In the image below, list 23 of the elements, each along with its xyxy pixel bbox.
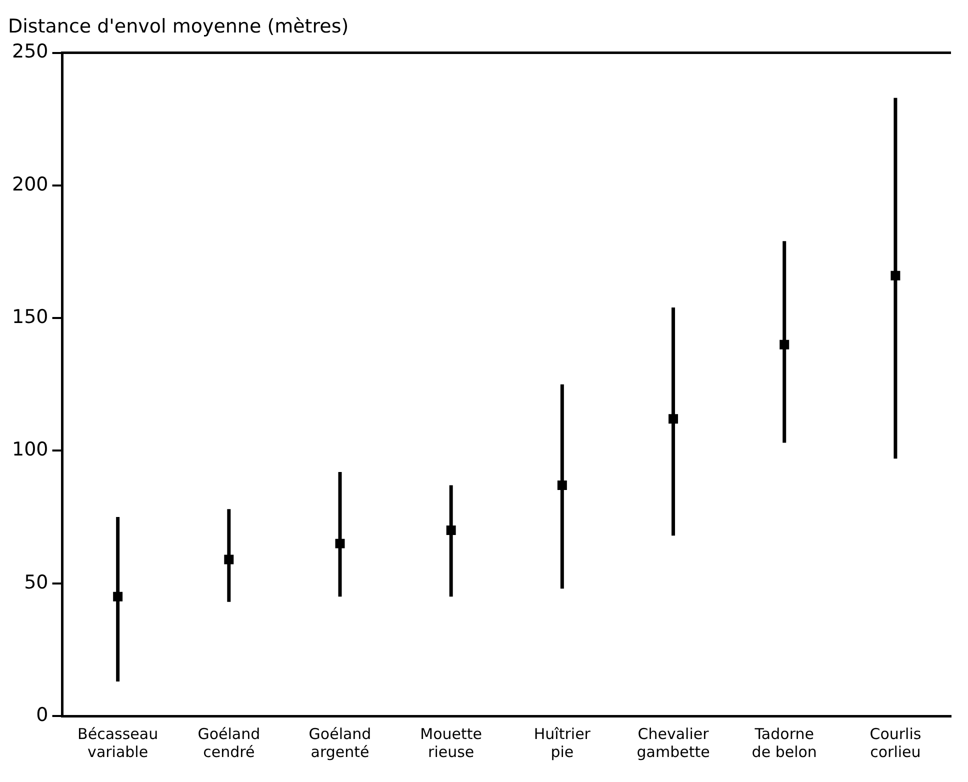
x-tick-label: Goéland argenté: [308, 724, 372, 761]
x-tick-label: Bécasseau variable: [78, 724, 158, 761]
y-tick-label: 100: [12, 438, 48, 461]
point: [335, 538, 345, 548]
y-tick-label: 50: [24, 571, 48, 594]
point: [890, 270, 900, 280]
x-tick-label: Tadorne de belon: [752, 724, 817, 761]
point: [224, 554, 234, 564]
y-tick-label: 200: [12, 173, 48, 196]
x-tick-label: Mouette rieuse: [420, 724, 482, 761]
x-tick-label: Chevalier gambette: [636, 724, 710, 761]
y-tick-label: 150: [12, 306, 48, 328]
point: [446, 526, 456, 536]
x-tick-label: Huîtrier pie: [534, 724, 592, 761]
point: [668, 414, 678, 424]
point: [113, 592, 123, 602]
point: [557, 480, 567, 490]
y-tick-label: 250: [12, 40, 48, 63]
y-axis-title: Distance d'envol moyenne (mètres): [8, 15, 349, 38]
x-tick-label: Courlis corlieu: [870, 724, 922, 761]
x-tick-label: Goéland cendré: [198, 724, 260, 761]
y-tick-label: 0: [36, 704, 48, 726]
point: [780, 340, 790, 350]
